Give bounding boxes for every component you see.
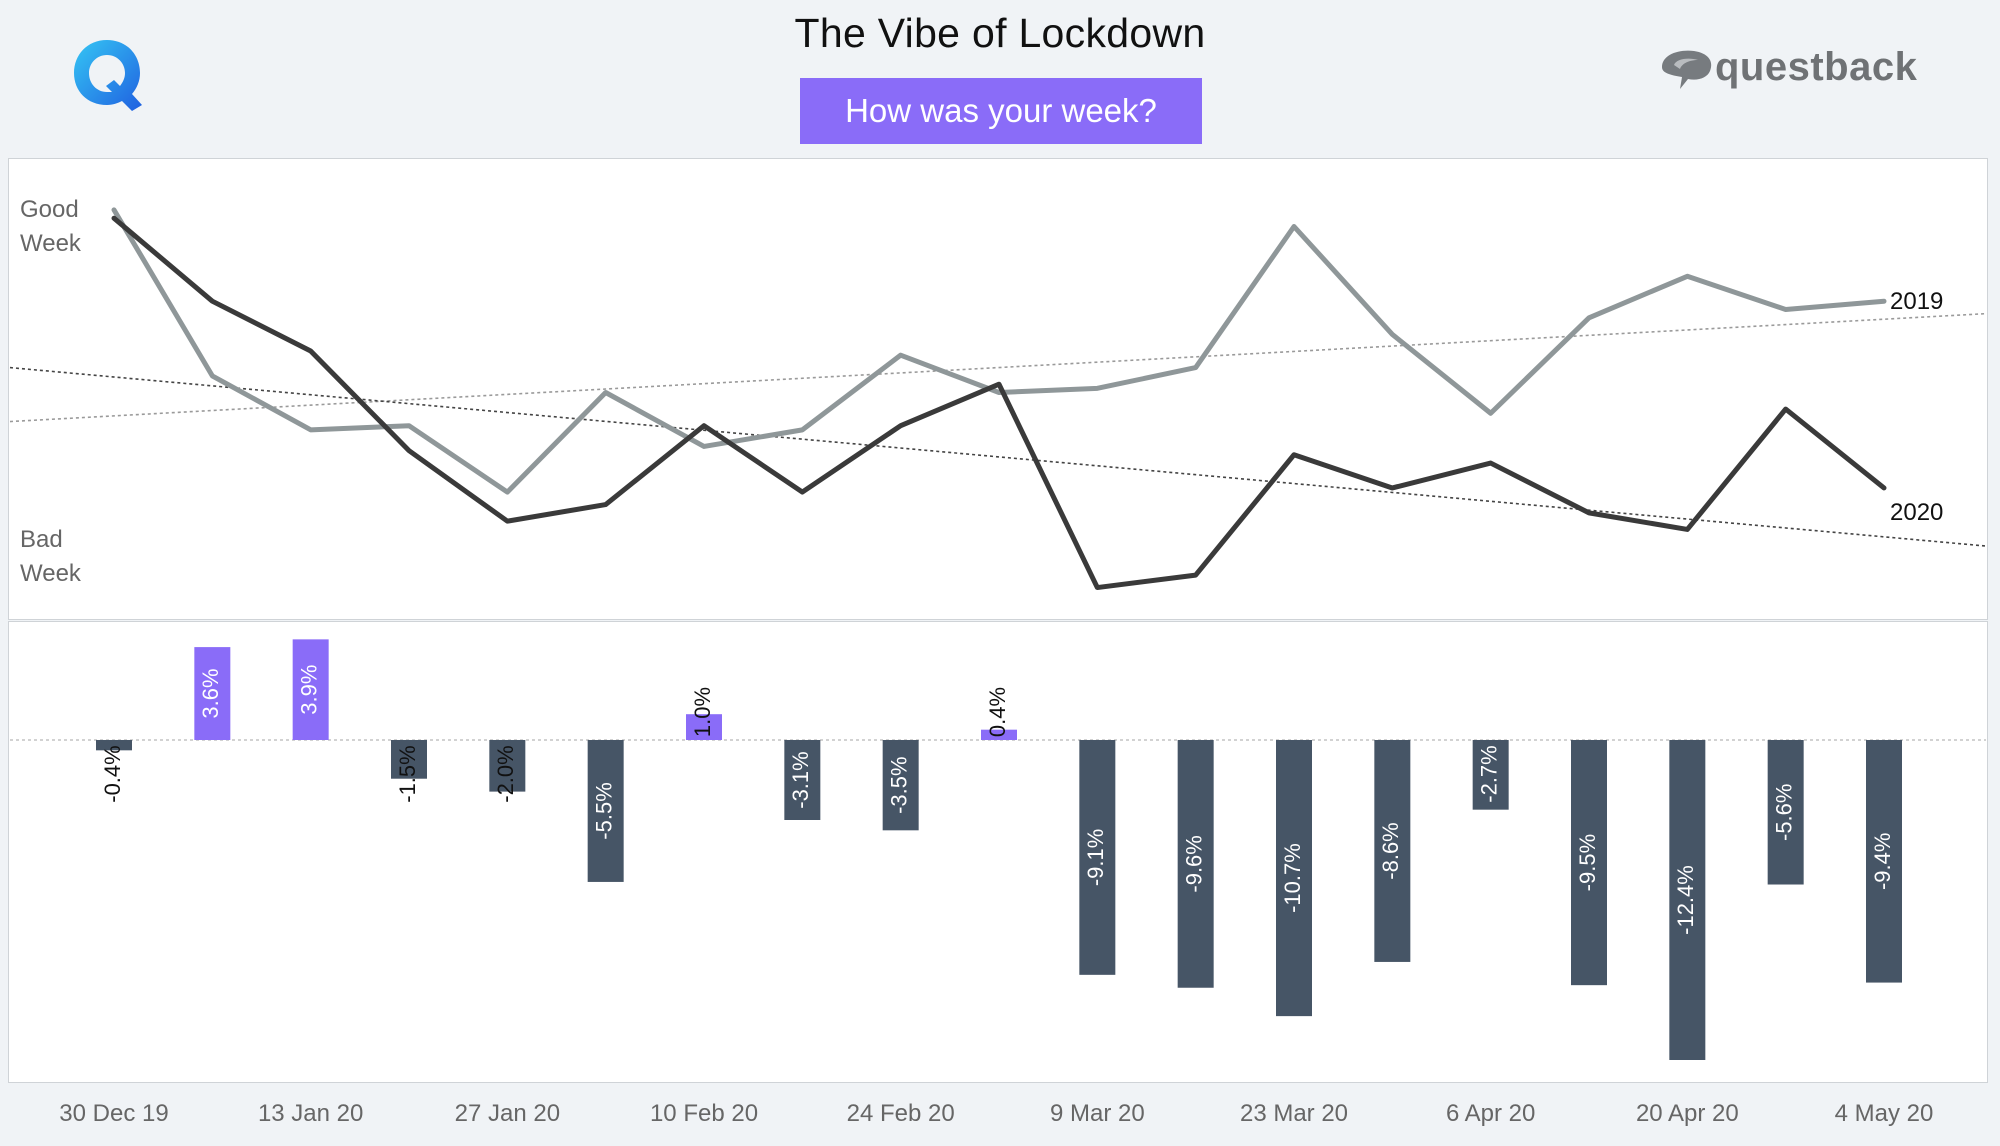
bar-value-label: -2.0% <box>493 745 518 802</box>
x-tick-label: 4 May 20 <box>1834 1100 1934 1127</box>
bar <box>194 647 231 740</box>
bar-value-label: -3.1% <box>788 751 813 808</box>
brand-name: questback <box>1715 45 1918 89</box>
bad-week-line2: Week <box>20 560 81 587</box>
x-tick-label: 20 Apr 20 <box>1635 1100 1739 1127</box>
trendline-2019 <box>9 312 1987 423</box>
bar-value-label: -3.5% <box>886 756 911 813</box>
bar-value-label: 3.6% <box>198 668 223 718</box>
subtitle-button[interactable]: How was your week? <box>800 78 1202 144</box>
bar-value-label: -9.4% <box>1870 833 1895 890</box>
good-week-label: Good Week <box>20 193 81 261</box>
x-tick-label: 27 Jan 20 <box>454 1100 561 1127</box>
bar <box>1177 740 1214 988</box>
x-tick-label: 30 Dec 19 <box>59 1100 169 1127</box>
bar <box>391 740 427 779</box>
good-week-line2: Week <box>20 230 81 257</box>
page-title: The Vibe of Lockdown <box>794 10 1206 56</box>
series-line-2019 <box>111 207 1887 495</box>
q-logo-icon <box>74 40 142 111</box>
bar <box>981 729 1017 740</box>
x-tick-label: 23 Mar 20 <box>1239 1100 1349 1127</box>
line-chart-panel <box>8 158 1988 620</box>
series-line-2020 <box>111 215 1887 591</box>
bar <box>489 740 526 792</box>
bar <box>1374 740 1411 962</box>
bar-value-label: -9.1% <box>1083 829 1108 886</box>
x-tick-label: 13 Jan 20 <box>257 1100 364 1127</box>
bar <box>1276 740 1312 1017</box>
bar <box>96 740 132 751</box>
x-tick-label: 9 Mar 20 <box>1049 1100 1145 1127</box>
bad-week-label: Bad Week <box>20 523 81 591</box>
bar <box>1472 740 1509 810</box>
series-end-label-2020: 2020 <box>1890 499 1943 526</box>
bar-value-label: 0.4% <box>985 687 1010 737</box>
trendline-2020 <box>9 366 1987 547</box>
bar <box>784 740 821 820</box>
series-end-label-2019: 2019 <box>1890 288 1943 315</box>
bar-value-label: -0.4% <box>100 745 125 802</box>
bar <box>1669 740 1706 1060</box>
x-tick-label: 24 Feb 20 <box>846 1100 955 1127</box>
bar-value-label: -1.5% <box>395 745 420 802</box>
bar <box>686 714 722 740</box>
bar-value-label: -5.6% <box>1771 784 1796 841</box>
bar <box>1571 740 1607 986</box>
bar-value-label: -12.4% <box>1673 865 1698 935</box>
bar-value-label: -9.5% <box>1575 834 1600 891</box>
bar <box>587 740 624 882</box>
bar <box>882 740 919 831</box>
x-tick-label: 10 Feb 20 <box>649 1100 759 1127</box>
good-week-line1: Good <box>20 196 79 223</box>
bar-value-label: -2.7% <box>1476 745 1501 802</box>
bar-value-label: -10.7% <box>1280 843 1305 913</box>
bar-value-label: -9.6% <box>1181 835 1206 892</box>
bar <box>1079 740 1116 975</box>
bar <box>1866 740 1902 983</box>
bar-value-label: 3.9% <box>296 665 321 715</box>
bar <box>292 639 329 740</box>
bar-value-label: -5.5% <box>591 782 616 839</box>
bar-chart-panel <box>8 621 1988 1083</box>
questback-logo-icon <box>1662 50 1712 89</box>
bar <box>1767 740 1804 885</box>
bad-week-line1: Bad <box>20 526 63 553</box>
x-tick-label: 6 Apr 20 <box>1445 1100 1536 1127</box>
bar-value-label: -8.6% <box>1378 822 1403 879</box>
bar-value-label: 1.0% <box>690 687 715 737</box>
